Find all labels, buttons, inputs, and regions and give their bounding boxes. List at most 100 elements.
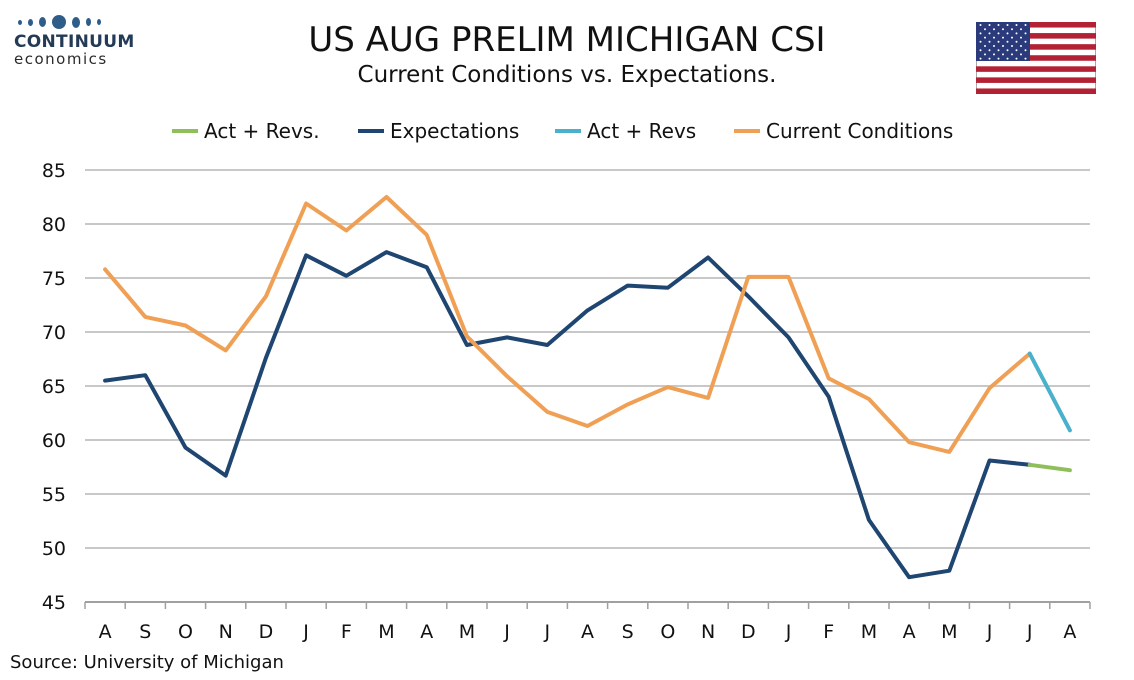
x-tick-label: J: [302, 621, 309, 643]
flag-star: [984, 28, 986, 31]
flag-star: [1002, 53, 1004, 56]
x-tick-label: O: [178, 621, 193, 643]
x-tick-label: M: [459, 621, 475, 643]
logo-subname: economics: [14, 50, 108, 68]
flag-star: [984, 53, 986, 56]
flag-star: [979, 49, 982, 52]
flag-star: [1011, 28, 1013, 31]
x-tick-label: M: [941, 621, 957, 643]
us-flag-icon: [976, 22, 1096, 94]
x-tick-label: M: [378, 621, 394, 643]
x-tick-label: J: [785, 621, 792, 643]
x-tick-label: A: [1063, 621, 1076, 643]
flag-star: [1002, 36, 1004, 39]
x-tick-label: M: [861, 621, 877, 643]
flag-star: [1002, 28, 1004, 31]
x-tick-label: A: [420, 621, 433, 643]
y-tick-label: 60: [42, 430, 66, 452]
y-tick-label: 75: [42, 268, 66, 290]
flag-star: [1006, 57, 1009, 60]
flag-star: [1024, 49, 1027, 52]
flag-star: [1006, 32, 1009, 35]
series-line-act-revs: [1027, 351, 1072, 433]
series-line-expectations: [103, 250, 1032, 580]
x-tick-label: D: [259, 621, 274, 643]
x-tick-label: A: [903, 621, 916, 643]
flag-stripe: [976, 44, 1096, 50]
flag-star: [1024, 24, 1027, 26]
flag-star: [1011, 53, 1013, 56]
flag-star: [1006, 49, 1009, 52]
x-tick-label: A: [99, 621, 112, 643]
legend-label: Act + Revs: [587, 119, 696, 143]
flag-star: [1015, 24, 1018, 26]
company-logo: CONTINUUM economics: [14, 14, 134, 68]
flag-star: [988, 57, 991, 60]
flag-star: [1015, 32, 1018, 35]
flag-star: [993, 28, 995, 31]
flag-star: [979, 24, 982, 26]
flag-star: [1015, 49, 1018, 52]
flag-star: [1024, 57, 1027, 60]
flag-stripe: [976, 66, 1096, 72]
flag-star: [993, 53, 995, 56]
flag-stripe: [976, 33, 1096, 39]
flag-star: [1015, 40, 1018, 43]
y-tick-label: 50: [42, 538, 66, 560]
source-note: Source: University of Michigan: [10, 652, 284, 673]
flag-star: [997, 32, 1000, 35]
flag-star: [1002, 45, 1004, 47]
legend-label: Current Conditions: [766, 119, 953, 143]
y-tick-label: 80: [42, 214, 66, 236]
flag-star: [988, 49, 991, 52]
y-tick-label: 70: [42, 322, 66, 344]
flag-star: [979, 32, 982, 35]
flag-star: [1006, 24, 1009, 26]
x-tick-label: S: [139, 621, 151, 643]
flag-stripe: [976, 55, 1096, 61]
x-tick-label: F: [823, 621, 834, 643]
flag-star: [988, 32, 991, 35]
logo-name: CONTINUUM: [14, 32, 135, 52]
flag-star: [993, 45, 995, 47]
x-tick-label: J: [543, 621, 550, 643]
flag-star: [1011, 36, 1013, 39]
y-tick-label: 45: [42, 592, 66, 614]
x-tick-label: S: [622, 621, 634, 643]
x-tick-label: N: [219, 621, 233, 643]
flag-star: [1020, 53, 1022, 56]
x-tick-label: J: [986, 621, 993, 643]
series-line-current-conditions: [103, 195, 1032, 454]
flag-stripe: [976, 77, 1096, 83]
flag-star: [997, 24, 1000, 26]
flag-star: [1011, 45, 1013, 47]
flag-star: [993, 36, 995, 39]
y-tick-label: 65: [42, 376, 66, 398]
x-tick-label: A: [581, 621, 594, 643]
x-tick-label: J: [1026, 621, 1033, 643]
x-tick-label: F: [341, 621, 352, 643]
flag-star: [997, 40, 1000, 43]
flag-star: [979, 57, 982, 60]
x-tick-label: N: [701, 621, 715, 643]
flag-star: [988, 40, 991, 43]
series-line-act-revs-: [1027, 462, 1072, 473]
flag-star: [988, 24, 991, 26]
flag-star: [1020, 45, 1022, 47]
flag-star: [1020, 36, 1022, 39]
flag-star: [1024, 32, 1027, 35]
flag-star: [984, 36, 986, 39]
chart-title: US AUG PRELIM MICHIGAN CSI: [308, 20, 826, 60]
flag-star: [1015, 57, 1018, 60]
legend-label: Expectations: [390, 119, 519, 143]
flag-star: [984, 45, 986, 47]
flag-star: [1020, 28, 1022, 31]
flag-star: [1024, 40, 1027, 43]
x-tick-label: J: [503, 621, 510, 643]
logo-dots: [18, 14, 134, 30]
flag-star: [979, 40, 982, 43]
flag-stripe: [976, 88, 1096, 94]
legend-label: Act + Revs.: [204, 119, 320, 143]
flag-stripe: [976, 22, 1096, 28]
